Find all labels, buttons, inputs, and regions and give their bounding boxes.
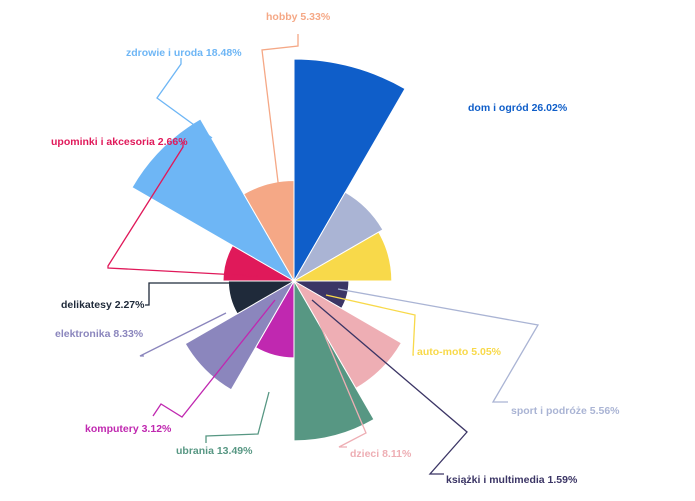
data-label-2: auto-moto 5.05% (417, 346, 502, 358)
chart-slices (131, 58, 406, 442)
leader-line-10 (156, 58, 213, 139)
data-label-4: dzieci 8.11% (350, 448, 412, 460)
slice-5[interactable] (293, 279, 375, 442)
chart-leader-lines (107, 34, 540, 475)
leader-line-7 (139, 312, 227, 357)
slice-1[interactable] (292, 191, 384, 283)
data-label-3: książki i multimedia 1.59% (446, 474, 578, 486)
slice-10[interactable] (131, 118, 296, 283)
leader-line-11 (261, 34, 299, 224)
data-label-9: upominki i akcesoria 2.66% (51, 136, 188, 148)
data-label-10: zdrowie i uroda 18.48% (126, 47, 242, 59)
data-label-1: sport i podróże 5.56% (511, 405, 620, 417)
data-label-6: komputery 3.12% (85, 423, 172, 435)
leader-line-1 (337, 288, 540, 403)
leader-line-3 (311, 299, 468, 475)
leader-line-6 (152, 299, 276, 418)
slice-2[interactable] (292, 231, 393, 282)
slice-7[interactable] (184, 279, 296, 391)
slice-0[interactable] (293, 58, 406, 283)
leader-line-5 (205, 391, 270, 443)
data-label-11: hobby 5.33% (266, 11, 331, 23)
leader-line-4 (318, 321, 367, 448)
chart-data-labels: dom i ogród 26.02% sport i podróże 5.56% a… (51, 11, 620, 486)
data-label-8: delikatesy 2.27% (61, 299, 145, 311)
data-label-0: dom i ogród 26.02% (468, 102, 568, 114)
leader-line-2 (325, 294, 416, 356)
leader-line-9 (107, 142, 259, 277)
leader-line-8 (145, 282, 276, 306)
data-label-5: ubrania 13.49% (176, 445, 253, 457)
data-label-7: elektronika 8.33% (55, 328, 144, 340)
